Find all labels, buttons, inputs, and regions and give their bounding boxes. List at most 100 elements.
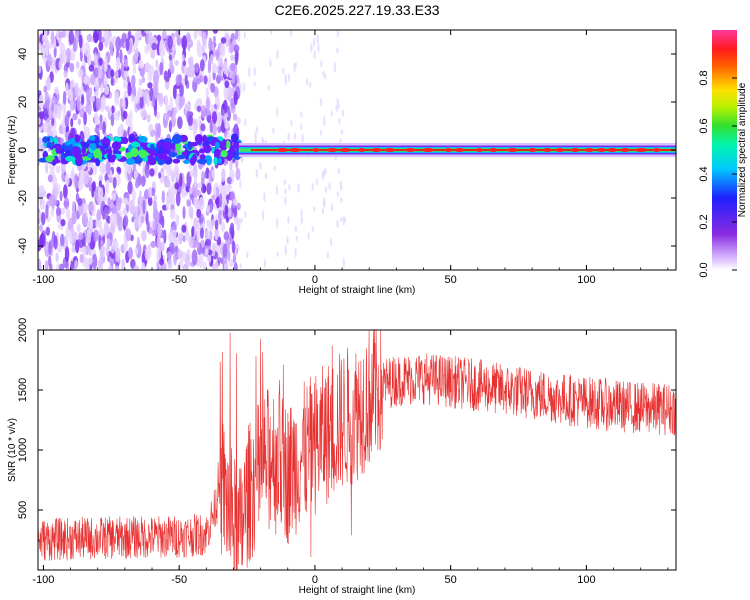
spectrogram-cell — [44, 90, 49, 104]
spectrogram-cell — [317, 42, 320, 53]
spectrogram-cell — [88, 202, 94, 213]
y-tick-label: 1000 — [17, 438, 29, 462]
spectrogram-cell — [83, 111, 87, 126]
colorbar-tick-label: 0.4 — [698, 166, 710, 181]
spectrogram-cell — [59, 42, 66, 55]
spectrogram-cell — [188, 63, 192, 78]
spectrogram-cell — [284, 73, 287, 82]
spectrogram-cell — [230, 54, 235, 62]
spectrogram-cell — [289, 30, 293, 37]
spectrogram-cell — [182, 206, 186, 220]
spectrogram-cell — [50, 194, 56, 207]
spectrogram-cell — [115, 247, 121, 263]
spectrogram-cell — [40, 44, 46, 58]
spectrogram-cell — [216, 111, 222, 128]
spectrogram-cell — [172, 107, 178, 115]
spectrogram-cell — [121, 137, 129, 145]
spectrogram-cell — [111, 141, 122, 151]
spectrogram-cell — [186, 199, 192, 207]
spectrogram-cell — [293, 62, 296, 73]
spectrogram-cell — [131, 187, 136, 204]
spectrogram-cell — [312, 37, 316, 47]
spectrogram-cell — [159, 241, 165, 252]
spectrogram-cell — [198, 252, 204, 269]
colorbar-tick-label: 0.0 — [698, 262, 710, 277]
spectrogram-cell — [164, 75, 170, 83]
spectrogram-cell — [320, 59, 323, 68]
spectrogram-cell — [267, 85, 270, 91]
spectrogram-cell — [336, 98, 339, 105]
spectrogram-cell — [220, 257, 224, 265]
spectrogram-cell — [253, 81, 256, 87]
spectrogram-cell — [139, 94, 144, 109]
spectrogram-cell — [146, 220, 150, 233]
ridge-hotspot — [570, 148, 580, 152]
spectrogram-cell — [143, 189, 149, 200]
spectrogram-cell — [319, 130, 323, 136]
spectrogram-cell — [316, 33, 319, 45]
spectrogram-cell — [98, 66, 103, 79]
spectrogram-cell — [300, 215, 303, 225]
spectrogram-cell — [187, 115, 193, 127]
figure-title: C2E6.2025.227.19.33.E33 — [274, 2, 439, 18]
spectrogram-cell — [122, 79, 129, 90]
spectrogram-cell — [235, 30, 239, 40]
spectrogram-cell — [204, 155, 212, 161]
spectrogram-cell — [321, 170, 325, 181]
spectrogram-cell — [138, 59, 144, 69]
spectrogram-cell — [300, 122, 303, 131]
spectrogram-cell — [61, 54, 68, 64]
spectrogram-cell — [153, 102, 158, 117]
spectrogram-cell — [206, 253, 212, 264]
spectrogram-cell — [176, 154, 186, 160]
spectrogram-cell — [58, 31, 64, 39]
spectrogram-cell — [330, 110, 333, 117]
spectrogram-cell — [199, 74, 203, 83]
spectrogram-cell — [47, 53, 53, 67]
spectrogram-cell — [100, 36, 105, 43]
spectrogram-cell — [212, 30, 219, 34]
spectrogram-cell — [74, 82, 79, 97]
spectrogram-cell — [98, 174, 103, 182]
spectrogram-cell — [283, 178, 286, 185]
spectrogram-cell — [74, 231, 78, 242]
colorbar-scale — [712, 30, 737, 270]
colorbar-tick-label: 0.8 — [698, 70, 710, 85]
spectrogram-cell — [209, 203, 213, 214]
spectrogram-cell — [205, 238, 211, 247]
spectrogram-cell — [73, 146, 81, 156]
spectrogram-cell — [276, 107, 279, 117]
x-tick-label: -50 — [171, 574, 187, 586]
spectrogram-cell — [82, 246, 87, 254]
spectrogram-cell — [108, 265, 113, 270]
y-tick-label: 1500 — [17, 378, 29, 402]
spectrogram-cell — [239, 82, 243, 93]
spectrogram-cell — [38, 137, 43, 152]
spectrogram-cell — [342, 216, 346, 226]
spectrogram-cell — [232, 198, 238, 206]
spectrogram-cell — [167, 35, 174, 50]
spectrogram-cell — [200, 170, 205, 185]
spectrogram-cell — [74, 173, 78, 190]
spectrogram-cell — [68, 138, 76, 143]
spectrogram-cell — [311, 182, 315, 191]
spectrogram-cell — [264, 172, 268, 180]
spectrogram-cell — [71, 167, 75, 180]
spectrogram-cell — [158, 172, 162, 179]
ridge-hotspot — [620, 148, 630, 152]
spectrogram-cell — [205, 96, 211, 111]
spectrogram-cell — [112, 213, 118, 228]
spectrogram-cell — [167, 258, 173, 270]
spectrogram-cell — [185, 229, 190, 242]
spectrogram-cell — [62, 30, 66, 38]
y-tick-label: 2000 — [17, 318, 29, 342]
spectrogram-cell — [50, 30, 55, 45]
y-tick-label: 0 — [17, 147, 29, 153]
ridge-hotspot — [384, 148, 395, 152]
spectrogram-cell — [179, 96, 184, 109]
spectrogram-cell — [40, 211, 46, 226]
spectrogram-cell — [242, 81, 246, 93]
spectrogram-cell — [164, 180, 171, 188]
spectrogram-cell — [272, 127, 275, 134]
spectrogram-cell — [172, 84, 177, 100]
